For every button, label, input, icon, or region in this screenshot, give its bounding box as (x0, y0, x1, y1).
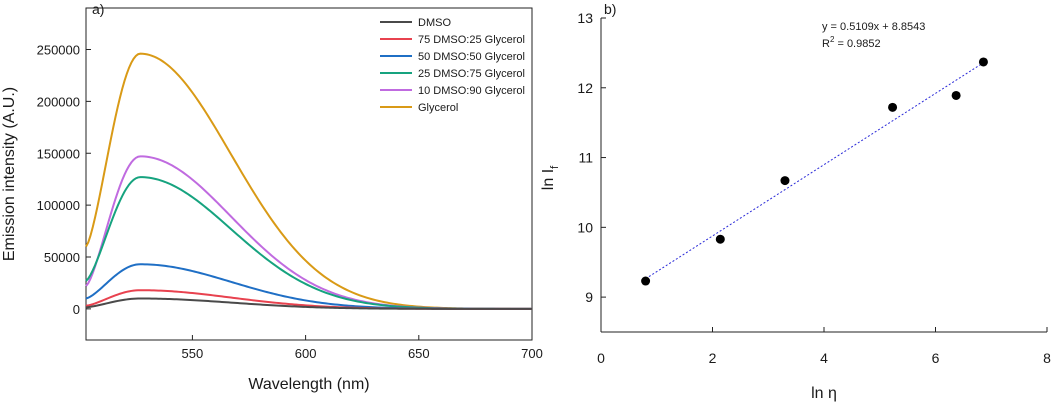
panel-a-frame (85, 7, 533, 341)
x-tick-label: 0 (597, 350, 605, 366)
data-point (951, 90, 961, 100)
r2-value: = 0.9852 (834, 38, 880, 50)
y-tick-label: 50000 (44, 250, 80, 265)
data-point (641, 276, 651, 286)
y-tick-label: 100000 (37, 198, 80, 213)
panel-b-fit (645, 62, 984, 280)
panel-b-x-axis: 0 2 4 6 8 (597, 327, 1051, 366)
legend-entry: DMSO (418, 17, 451, 29)
panel-a-label: a) (92, 1, 104, 17)
series-line (85, 297, 532, 310)
panel-a-legend: DMSO 75 DMSO:25 Glycerol 50 DMSO:50 Glycer… (380, 17, 525, 114)
r2-superscript: 2 (830, 35, 835, 44)
x-tick-label: 4 (820, 350, 828, 366)
data-point (888, 102, 898, 112)
panel-a-x-axis: 550 600 650 700 (182, 335, 543, 361)
panel-a: a) 0 50000 100000 150000 200000 250000 550 600… (1, 1, 543, 393)
y-label-subscript: f (549, 165, 561, 169)
y-tick-label: 10 (577, 219, 593, 235)
data-point (978, 57, 988, 67)
y-tick-label: 13 (577, 10, 593, 26)
legend-entry: Glycerol (418, 102, 458, 114)
x-tick-label: 2 (709, 350, 717, 366)
panel-a-series (85, 52, 532, 310)
x-tick-label: 8 (1043, 350, 1051, 366)
panel-a-y-axis-label: Emission intensity (A.U.) (1, 87, 18, 261)
y-tick-label: 9 (585, 289, 593, 305)
legend-entry: 10 DMSO:90 Glycerol (418, 85, 525, 97)
panel-a-y-axis: 0 50000 100000 150000 200000 250000 (37, 43, 91, 317)
panel-b-y-axis-label: ln If (540, 165, 561, 190)
panel-b-label: b) (604, 1, 616, 17)
x-tick-label: 650 (408, 346, 430, 361)
x-tick-label: 700 (521, 346, 543, 361)
panel-a-x-axis-label: Wavelength (nm) (248, 376, 369, 393)
y-tick-label: 12 (577, 80, 593, 96)
legend-entry: 25 DMSO:75 Glycerol (418, 68, 525, 80)
y-tick-label: 250000 (37, 43, 80, 58)
panel-b-y-axis: 9 10 11 12 13 (577, 10, 606, 305)
y-tick-label: 150000 (37, 146, 80, 161)
panel-b-x-axis-label: ln η (811, 385, 837, 402)
fit-r-squared: R2 = 0.9852 (822, 35, 881, 50)
y-tick-label: 0 (73, 302, 80, 317)
fit-equation: y = 0.5109x + 8.8543 (822, 21, 925, 33)
legend-entry: 75 DMSO:25 Glycerol (418, 34, 525, 46)
x-tick-label: 600 (295, 346, 317, 361)
fit-line (645, 62, 984, 280)
y-tick-label: 200000 (37, 94, 80, 109)
y-tick-label: 11 (578, 150, 593, 166)
legend-entry: 50 DMSO:50 Glycerol (418, 51, 525, 63)
y-label-main: ln I (540, 169, 557, 190)
panel-b-points (641, 57, 988, 286)
x-tick-label: 6 (932, 350, 940, 366)
x-tick-label: 550 (182, 346, 204, 361)
series-line (85, 176, 532, 310)
data-point (715, 234, 725, 244)
data-point (780, 176, 790, 186)
r2-letter: R (822, 38, 830, 50)
